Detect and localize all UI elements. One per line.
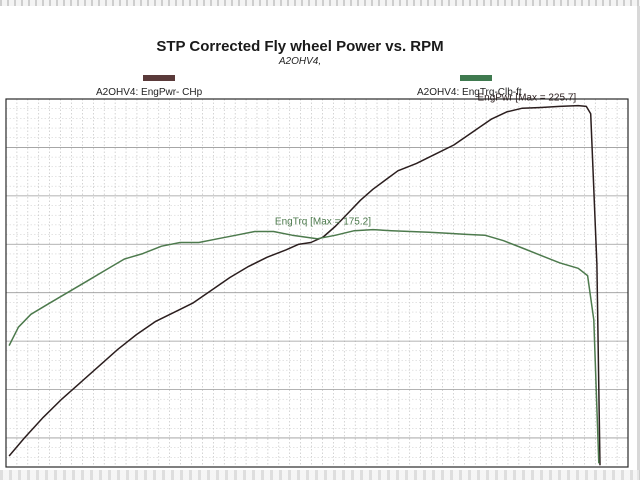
chart-subtitle: A2OHV4,	[278, 56, 322, 67]
legend-label-torque: A2OHV4: EngTrq-Clb-ft	[417, 87, 522, 98]
series-line-torque	[8, 228, 600, 464]
series-line-power	[8, 104, 601, 466]
annotation-torque-max: EngTrq [Max = 175.2]	[275, 217, 371, 228]
legend-swatch-power	[143, 75, 175, 81]
series-layer	[8, 104, 601, 466]
legend-item-torque: A2OHV4: EngTrq-Clb-ft	[417, 75, 522, 98]
annotation-power-max: EngPwr [Max = 225.7]	[478, 93, 577, 104]
chart-title: STP Corrected Fly wheel Power vs. RPM	[156, 38, 444, 55]
grid-layer	[6, 99, 628, 467]
legend-item-power: A2OHV4: EngPwr- CHp	[96, 75, 203, 98]
scan-artifact-right	[637, 6, 640, 480]
annotation-layer: EngPwr [Max = 225.7] EngTrq [Max = 175.2]	[275, 93, 576, 228]
legend-label-power: A2OHV4: EngPwr- CHp	[96, 87, 203, 98]
plot-frame	[5, 98, 629, 468]
legend-swatch-torque	[460, 75, 492, 81]
scan-artifact-top	[0, 0, 640, 6]
scan-artifact-footer	[0, 470, 640, 480]
